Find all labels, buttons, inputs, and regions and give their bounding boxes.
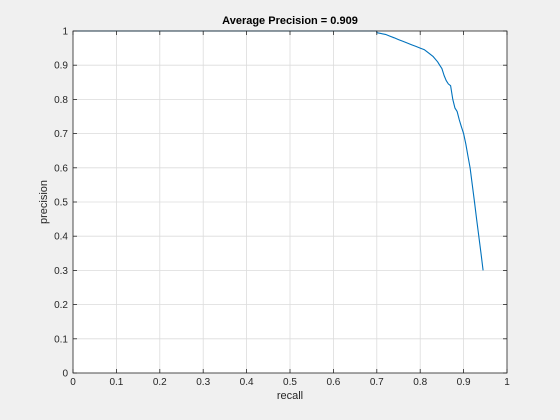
y-tick-label: 0.3 [54,266,68,277]
x-tick-label: 0 [70,377,76,388]
pr-curve-line-0 [73,30,484,271]
x-tick-label: 0.1 [109,377,123,388]
y-tick-label: 0.6 [54,163,68,174]
x-tick-label: 0.8 [413,377,427,388]
x-tick-label: 0.7 [370,377,384,388]
x-tick-label: 0.5 [283,377,297,388]
x-tick-label: 0.3 [196,377,210,388]
y-tick-label: 0.1 [54,334,68,345]
y-tick-label: 0.8 [54,95,68,106]
chart-title: Average Precision = 0.909 [222,15,358,27]
x-tick-label: 0.4 [240,377,254,388]
x-axis-label: recall [277,390,303,402]
ticks: 0 0.1 0.2 0.3 0.4 0.5 0.6 0.7 0.8 0.9 1 0 0.1 0.2 0.3 0… [54,27,510,389]
x-tick-label: 0.6 [326,377,340,388]
y-tick-label: 0 [62,369,68,380]
x-tick-label: 1 [504,377,510,388]
y-tick-label: 1 [62,27,68,38]
x-tick-label: 0.2 [153,377,167,388]
y-axis-label: precision [38,180,50,224]
x-tick-label: 0.9 [457,377,471,388]
y-tick-label: 0.2 [54,300,68,311]
y-tick-label: 0.5 [54,198,68,209]
y-tick-label: 0.9 [54,61,68,72]
y-tick-label: 0.4 [54,232,68,243]
y-tick-label: 0.7 [54,129,68,140]
series-layer [73,30,484,271]
